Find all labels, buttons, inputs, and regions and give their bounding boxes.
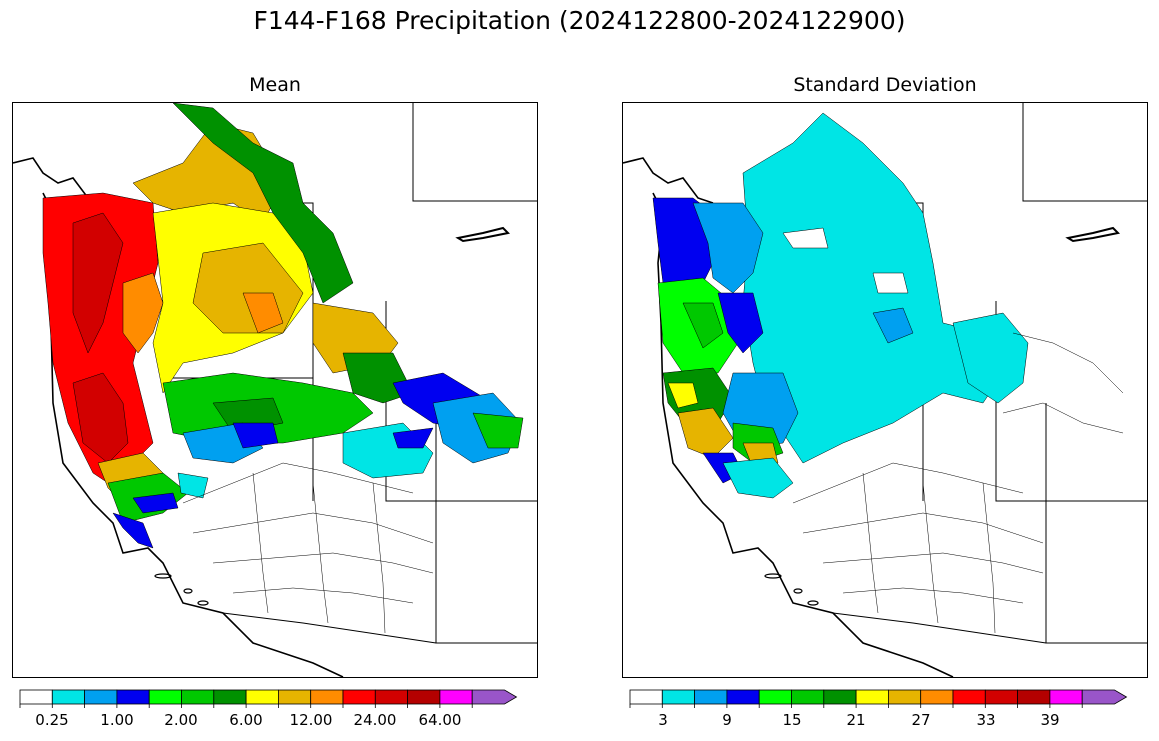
panel-title-std: Standard Deviation: [793, 74, 977, 96]
colorbar-segment: [758, 689, 792, 705]
colorbar-mean-tick-label: 0.25: [35, 711, 69, 729]
colorbar-segment: [984, 689, 1018, 705]
colorbar-segment: [310, 689, 344, 705]
colorbar-segment: [19, 689, 53, 705]
colorbar-std-tick-label: 9: [722, 711, 732, 729]
colorbar-segment: [148, 689, 182, 705]
colorbar-segment: [245, 689, 279, 705]
colorbar-segment: [181, 689, 215, 705]
colorbar-mean-tick-label: 1.00: [100, 711, 134, 729]
colorbar-segment: [1081, 689, 1128, 705]
colorbar-segment: [342, 689, 376, 705]
figure-title: F144-F168 Precipitation (2024122800-2024…: [253, 6, 906, 35]
colorbar-segment: [213, 689, 247, 705]
panel-title-mean: Mean: [249, 74, 301, 96]
colorbar-segment: [694, 689, 728, 705]
colorbar-segment: [374, 689, 408, 705]
colorbar-segment: [726, 689, 760, 705]
colorbar-std-tick-label: 3: [658, 711, 668, 729]
colorbar-mean-tick-label: 6.00: [229, 711, 263, 729]
std-map-graphic: [623, 103, 1147, 677]
colorbar-std-tick-label: 33: [976, 711, 996, 729]
colorbar-segment: [952, 689, 986, 705]
colorbar-segment: [823, 689, 857, 705]
colorbar-segment: [887, 689, 922, 705]
colorbar-segment: [471, 689, 518, 705]
map-mean: [12, 102, 538, 678]
colorbar-segment: [1017, 689, 1051, 705]
colorbar-mean-tick-label: 12.00: [289, 711, 333, 729]
colorbar-segment: [407, 689, 441, 705]
colorbar-segment: [1049, 689, 1083, 705]
colorbar-std-tick-label: 21: [846, 711, 866, 729]
colorbar-mean-tick-label: 24.00: [353, 711, 397, 729]
colorbar-segment: [629, 689, 663, 705]
colorbar-std-tick-label: 39: [1040, 711, 1060, 729]
colorbar-segment: [661, 689, 695, 705]
colorbar-segment: [855, 689, 889, 705]
colorbar-std-graphic: [629, 689, 1128, 708]
mean-map-graphic: [13, 103, 537, 677]
colorbar-std: [629, 689, 1140, 708]
colorbar-mean-tick-label: 64.00: [418, 711, 462, 729]
colorbar-segment: [920, 689, 954, 705]
colorbar-segment: [116, 689, 150, 705]
colorbar-std-tick-label: 15: [782, 711, 802, 729]
colorbar-segment: [51, 689, 85, 705]
colorbar-mean-tick-label: 2.00: [164, 711, 198, 729]
colorbar-mean-graphic: [19, 689, 518, 708]
colorbar-segment: [791, 689, 825, 705]
colorbar-segment: [84, 689, 118, 705]
colorbar-std-tick-label: 27: [911, 711, 931, 729]
colorbar-mean: [19, 689, 530, 708]
colorbar-segment: [439, 689, 473, 705]
map-std: [622, 102, 1148, 678]
colorbar-segment: [277, 689, 312, 705]
